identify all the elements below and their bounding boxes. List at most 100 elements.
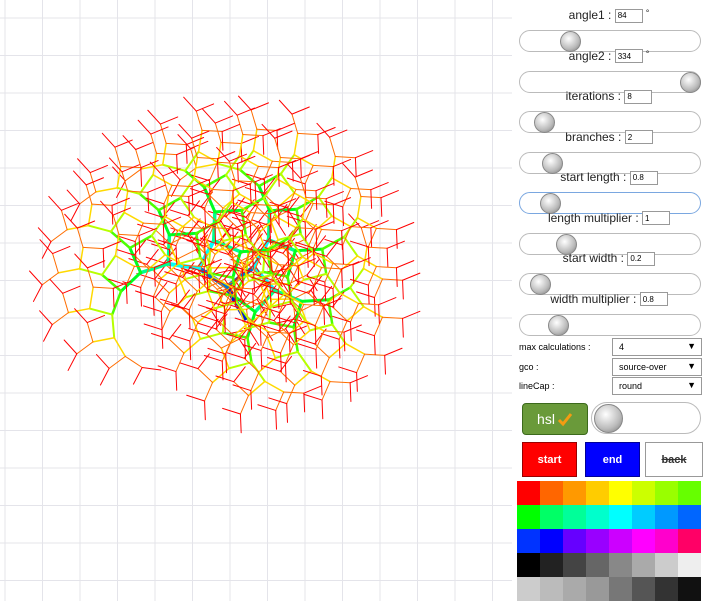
branch xyxy=(322,382,330,400)
label-text: start length : xyxy=(560,170,626,184)
color-swatch[interactable] xyxy=(678,553,701,577)
color-swatch[interactable] xyxy=(563,505,586,529)
branch xyxy=(80,269,102,275)
color-swatch[interactable] xyxy=(632,553,655,577)
branch xyxy=(240,396,248,414)
select-label: max calculations : xyxy=(519,342,591,352)
branch xyxy=(90,165,107,172)
color-swatch[interactable] xyxy=(586,577,609,601)
hsl-button[interactable]: hsl xyxy=(522,403,588,435)
color-swatch[interactable] xyxy=(586,529,609,553)
start-button[interactable]: start xyxy=(522,442,577,477)
select-box[interactable]: 4▼ xyxy=(612,338,702,356)
branch xyxy=(357,196,360,217)
color-swatch[interactable] xyxy=(563,577,586,601)
back-button[interactable]: back xyxy=(645,442,703,477)
branch xyxy=(115,256,134,267)
branch xyxy=(298,133,318,134)
branch xyxy=(387,241,404,248)
branch xyxy=(224,101,237,115)
color-swatch[interactable] xyxy=(632,529,655,553)
color-swatch[interactable] xyxy=(517,529,540,553)
check-icon xyxy=(557,411,573,427)
value-input[interactable] xyxy=(640,292,668,306)
color-swatch[interactable] xyxy=(517,577,540,601)
color-swatch[interactable] xyxy=(678,577,701,601)
color-swatch[interactable] xyxy=(632,577,655,601)
color-swatch[interactable] xyxy=(655,577,678,601)
branch xyxy=(277,123,294,130)
branch xyxy=(350,322,351,341)
color-swatch[interactable] xyxy=(540,505,563,529)
color-swatch[interactable] xyxy=(609,577,632,601)
label-text: width multiplier : xyxy=(550,292,636,306)
color-swatch[interactable] xyxy=(517,505,540,529)
color-swatch[interactable] xyxy=(540,553,563,577)
color-swatch[interactable] xyxy=(563,529,586,553)
value-input[interactable] xyxy=(624,90,652,104)
color-swatch[interactable] xyxy=(609,553,632,577)
branch xyxy=(172,335,190,341)
branch xyxy=(249,329,259,345)
branch xyxy=(287,385,295,403)
color-swatch[interactable] xyxy=(540,481,563,505)
branch xyxy=(90,287,93,308)
value-input[interactable] xyxy=(630,171,658,185)
color-swatch[interactable] xyxy=(632,481,655,505)
color-swatch[interactable] xyxy=(655,481,678,505)
color-swatch[interactable] xyxy=(655,529,678,553)
color-swatch[interactable] xyxy=(563,481,586,505)
value-input[interactable] xyxy=(615,49,643,63)
branch xyxy=(403,318,404,337)
color-swatch[interactable] xyxy=(609,529,632,553)
color-swatch[interactable] xyxy=(540,577,563,601)
value-input[interactable] xyxy=(615,9,643,23)
branch xyxy=(61,210,67,229)
color-swatch[interactable] xyxy=(655,553,678,577)
branch xyxy=(339,367,357,373)
branch xyxy=(33,285,42,302)
branch xyxy=(262,366,280,372)
unit: ° xyxy=(646,49,650,59)
color-swatch[interactable] xyxy=(632,505,655,529)
color-swatch[interactable] xyxy=(586,481,609,505)
branch xyxy=(196,111,202,130)
branch xyxy=(141,287,142,306)
control-label: start width : xyxy=(515,251,703,266)
branch xyxy=(321,376,322,395)
color-swatch[interactable] xyxy=(655,505,678,529)
end-button[interactable]: end xyxy=(585,442,640,477)
color-swatch[interactable] xyxy=(586,553,609,577)
color-swatch[interactable] xyxy=(517,481,540,505)
color-swatch[interactable] xyxy=(678,529,701,553)
branch xyxy=(44,325,53,342)
color-swatch[interactable] xyxy=(678,481,701,505)
value-input[interactable] xyxy=(625,130,653,144)
branch xyxy=(332,178,351,189)
branch xyxy=(315,283,333,289)
value-input[interactable] xyxy=(642,211,670,225)
select-box[interactable]: source-over▼ xyxy=(612,358,702,376)
hsl-toggle[interactable] xyxy=(591,402,701,434)
slider-track[interactable] xyxy=(519,314,701,336)
color-swatch[interactable] xyxy=(609,505,632,529)
drawing-canvas[interactable] xyxy=(0,0,512,601)
branch xyxy=(87,261,104,268)
color-swatch[interactable] xyxy=(609,481,632,505)
branch xyxy=(203,109,216,123)
control-label: angle2 : ° xyxy=(515,49,703,64)
branch xyxy=(396,261,413,268)
color-swatch[interactable] xyxy=(678,505,701,529)
branch xyxy=(385,355,386,374)
color-swatch[interactable] xyxy=(517,553,540,577)
branch xyxy=(153,297,154,316)
color-swatch[interactable] xyxy=(540,529,563,553)
branch xyxy=(80,192,96,204)
color-swatch[interactable] xyxy=(563,553,586,577)
color-swatch[interactable] xyxy=(586,505,609,529)
branch xyxy=(318,197,331,216)
select-box[interactable]: round▼ xyxy=(612,377,702,395)
branch xyxy=(355,158,356,177)
value-input[interactable] xyxy=(627,252,655,266)
branch xyxy=(355,170,372,177)
